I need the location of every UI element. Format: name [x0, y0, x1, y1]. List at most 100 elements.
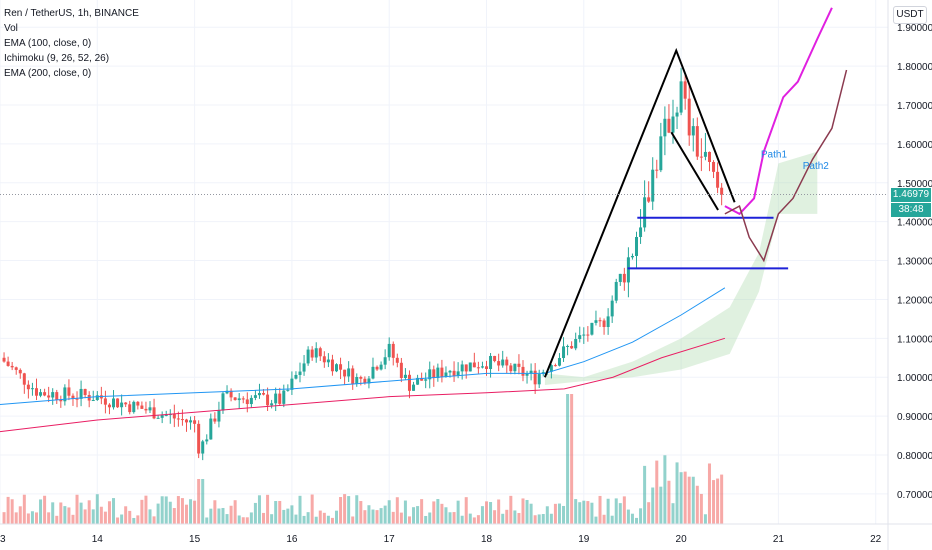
- volume-bar: [412, 507, 416, 524]
- volume-bar: [703, 514, 707, 524]
- volume-bar: [39, 499, 43, 524]
- candle-body: [489, 355, 493, 369]
- volume-bar: [262, 512, 266, 524]
- candle-body: [221, 393, 225, 411]
- volume-bar: [464, 497, 468, 524]
- volume-bar: [675, 462, 679, 524]
- candle-body: [671, 116, 675, 133]
- volume-bar: [667, 480, 671, 524]
- path1-label: Path1: [761, 150, 788, 161]
- y-tick-label: 1.00000: [897, 373, 932, 384]
- volume-bar: [440, 503, 444, 524]
- candle-body: [590, 322, 594, 335]
- candle-body: [83, 388, 87, 396]
- volume-bar: [34, 512, 38, 524]
- legend-ema100[interactable]: EMA (100, close, 0): [4, 38, 92, 49]
- y-tick-label: 1.50000: [897, 179, 932, 190]
- candle-body: [18, 369, 22, 374]
- candle-body: [476, 367, 480, 369]
- candle-body: [128, 404, 132, 413]
- volume-bar: [201, 479, 205, 524]
- candle-body: [448, 370, 452, 373]
- candle-body: [34, 388, 38, 396]
- legend-volume[interactable]: Vol: [4, 23, 18, 34]
- volume-bar: [716, 478, 720, 524]
- volume-bar: [225, 514, 229, 524]
- volume-bar: [278, 500, 282, 524]
- candle-body: [71, 395, 75, 399]
- volume-bar: [416, 506, 420, 524]
- volume-bar: [517, 512, 521, 524]
- candle-body: [270, 403, 274, 406]
- volume-bar: [6, 496, 10, 524]
- volume-bar: [436, 499, 440, 524]
- volume-bar: [112, 498, 116, 524]
- volume-bar: [456, 500, 460, 524]
- volume-bar: [647, 502, 651, 524]
- candle-body: [298, 371, 302, 375]
- candle-body: [687, 98, 691, 136]
- legend-ema200[interactable]: EMA (200, close, 0): [4, 68, 92, 79]
- candle-body: [517, 363, 521, 367]
- volume-bar: [525, 499, 529, 524]
- legend-symbol-title[interactable]: Ren / TetherUS, 1h, BINANCE: [4, 8, 139, 19]
- volume-bar: [136, 515, 140, 524]
- candle-body: [124, 402, 128, 405]
- volume-bar: [59, 502, 63, 524]
- volume-bar: [533, 515, 537, 524]
- volume-bar: [639, 508, 643, 524]
- volume-bar: [245, 517, 249, 524]
- volume-bar: [249, 512, 253, 524]
- candle-body: [667, 118, 671, 133]
- candle-body: [716, 171, 720, 188]
- pattern-line: [543, 47, 736, 378]
- legend-ichimoku[interactable]: Ichimoku (9, 26, 52, 26): [4, 53, 110, 64]
- candle-body: [639, 227, 643, 237]
- volume-bar: [318, 510, 322, 524]
- volume-bar: [468, 513, 472, 524]
- volume-bar: [720, 474, 724, 524]
- candle-body: [140, 405, 144, 409]
- candle-body: [237, 398, 241, 401]
- candle-body: [184, 419, 188, 423]
- volume-bar: [489, 502, 493, 524]
- candle-body: [326, 359, 330, 363]
- candle-body: [509, 365, 513, 372]
- volume-bar: [622, 496, 626, 524]
- volume-bar: [537, 514, 541, 524]
- candle-body: [379, 364, 383, 370]
- candle-body: [691, 126, 695, 136]
- volume-bar: [18, 506, 22, 524]
- volume-bar: [274, 501, 278, 524]
- candle-body: [375, 366, 379, 370]
- candle-body: [39, 392, 43, 396]
- candle-body: [47, 395, 51, 398]
- candle-body: [160, 415, 164, 418]
- volume-bar: [424, 515, 428, 524]
- volume-bar: [598, 495, 602, 524]
- volume-bar: [152, 516, 156, 524]
- volume-bar: [420, 499, 424, 524]
- candle-body: [278, 393, 282, 404]
- candle-body: [22, 373, 26, 385]
- volume-bar: [266, 494, 270, 524]
- candle-body: [257, 393, 261, 396]
- candle-body: [553, 365, 557, 367]
- candle-body: [505, 359, 509, 366]
- candle-body: [193, 420, 197, 424]
- candle-body: [233, 397, 237, 401]
- x-tick-label: 21: [773, 534, 785, 545]
- volume-bar: [314, 516, 318, 524]
- candle-body: [164, 414, 168, 416]
- volume-bar: [452, 512, 456, 524]
- volume-bar: [180, 498, 184, 524]
- volume-bar: [253, 502, 257, 524]
- volume-bar: [651, 487, 655, 524]
- path1-line: [724, 7, 833, 216]
- currency-button[interactable]: USDT: [893, 6, 927, 24]
- candle-body: [683, 81, 687, 99]
- candle-body: [2, 357, 6, 362]
- volume-bar: [371, 509, 375, 524]
- y-tick-label: 0.80000: [897, 451, 932, 462]
